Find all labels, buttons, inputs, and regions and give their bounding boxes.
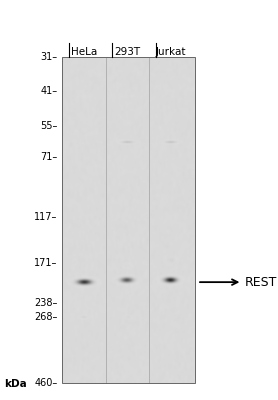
Text: kDa: kDa [4,379,26,389]
Text: 117–: 117– [34,212,58,222]
Text: REST: REST [200,276,277,289]
Bar [62,57,195,383]
Text: HeLa: HeLa [71,47,97,57]
Text: 460–: 460– [34,378,58,388]
Text: 293T: 293T [114,47,140,57]
Text: 171–: 171– [34,258,58,268]
Text: 268–: 268– [34,312,58,322]
Text: 238–: 238– [34,298,58,308]
Text: Jurkat: Jurkat [155,47,186,57]
Text: 41–: 41– [40,86,58,96]
Text: 55–: 55– [40,121,58,131]
Text: 31–: 31– [40,52,58,62]
Text: 71–: 71– [40,152,58,162]
